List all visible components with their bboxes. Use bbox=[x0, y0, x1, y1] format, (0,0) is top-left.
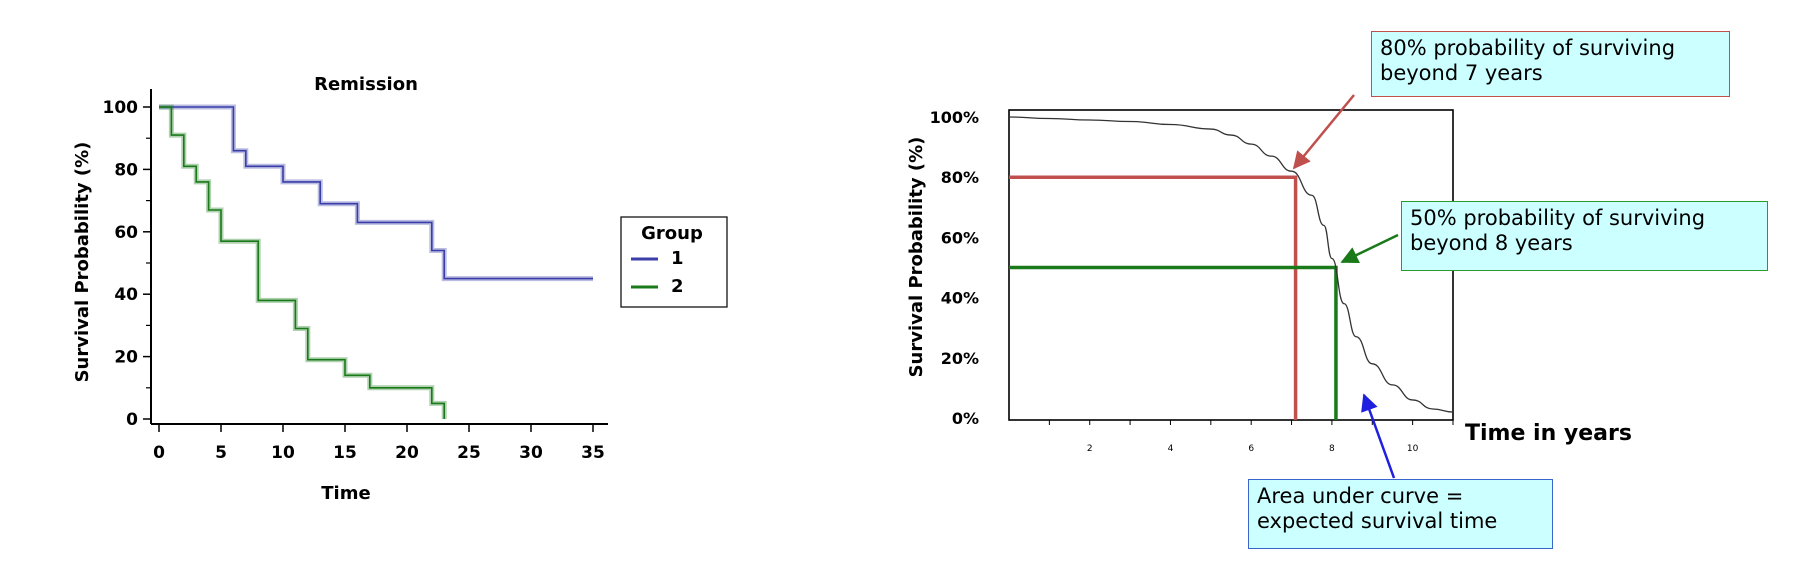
right-plot-frame bbox=[1008, 109, 1454, 421]
left-chart: Remission 0 20 40 60 80 100 0 5 10 15 20 25 30 35 Su… bbox=[72, 74, 728, 504]
legend: Group 1 2 bbox=[620, 216, 728, 308]
right-y-tick-label: 0% bbox=[952, 409, 979, 428]
right-x-tick-label: 6 bbox=[1248, 444, 1254, 454]
right-y-tick-label: 20% bbox=[941, 349, 979, 368]
survival-curve-group-2 bbox=[159, 106, 446, 419]
right-x-tick-label: 2 bbox=[1087, 444, 1093, 454]
left-x-tick-label: 0 bbox=[153, 443, 165, 463]
right-y-tick-label: 40% bbox=[941, 289, 979, 308]
annotation-50-percent: 50% probability of surviving beyond 8 ye… bbox=[1401, 201, 1768, 271]
left-x-tick-label: 25 bbox=[457, 443, 481, 463]
left-y-tick-label: 40 bbox=[114, 285, 138, 305]
legend-title: Group bbox=[641, 223, 703, 244]
survival-curve bbox=[1008, 116, 1454, 413]
right-y-axis-label: Survival Probability (%) bbox=[906, 137, 927, 378]
left-x-tick-label: 15 bbox=[333, 443, 357, 463]
legend-label-1: 1 bbox=[671, 248, 684, 269]
annotation-80-percent: 80% probability of surviving beyond 7 ye… bbox=[1371, 31, 1730, 97]
right-x-tick-label: 10 bbox=[1407, 444, 1419, 454]
arrow-area-annotation bbox=[1361, 393, 1396, 479]
survival-curve-group-2-band bbox=[159, 104, 447, 419]
left-y-tick-label: 100 bbox=[103, 98, 139, 118]
right-y-tick-label: 60% bbox=[941, 228, 979, 247]
survival-curve-group-1 bbox=[159, 106, 593, 280]
left-y-axis-label: Survival Probability (%) bbox=[72, 142, 93, 383]
right-y-tick-label: 100% bbox=[930, 108, 979, 127]
right-y-tick-label: 80% bbox=[941, 168, 979, 187]
left-x-tick-label: 35 bbox=[581, 443, 605, 463]
left-x-tick-label: 30 bbox=[519, 443, 543, 463]
left-y-tick-label: 0 bbox=[126, 410, 138, 430]
left-x-axis-label: Time bbox=[321, 483, 370, 504]
right-x-axis-label: Time in years bbox=[1465, 421, 1632, 446]
reference-line-50-percent bbox=[1009, 265, 1338, 420]
arrow-80-annotation bbox=[1292, 94, 1355, 170]
left-x-tick-label: 20 bbox=[395, 443, 419, 463]
left-x-tick-label: 5 bbox=[215, 443, 227, 463]
right-x-tick-label: 8 bbox=[1329, 444, 1335, 454]
survival-curve-group-1-band bbox=[159, 104, 593, 282]
arrow-50-annotation bbox=[1340, 233, 1399, 264]
legend-box bbox=[620, 216, 728, 308]
reference-line-80-percent bbox=[1009, 175, 1298, 420]
left-y-tick-label: 80 bbox=[114, 160, 138, 180]
right-x-tick-label: 4 bbox=[1168, 444, 1174, 454]
left-y-tick-label: 60 bbox=[114, 223, 138, 243]
left-x-tick-label: 10 bbox=[271, 443, 295, 463]
left-chart-title: Remission bbox=[314, 74, 418, 95]
legend-label-2: 2 bbox=[671, 276, 684, 297]
left-y-tick-label: 20 bbox=[114, 348, 138, 368]
right-chart: 0% 20% 40% 60% 80% 100% 2 4 6 8 10 Survival Proba… bbox=[906, 94, 1632, 479]
annotation-area-under-curve: Area under curve = expected survival tim… bbox=[1248, 479, 1553, 549]
